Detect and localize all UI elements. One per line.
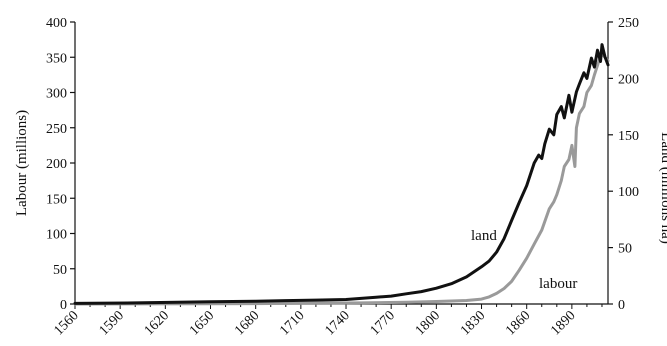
x-tick-label: 1620: [142, 308, 172, 338]
x-tick-label: 1890: [548, 308, 578, 338]
left-y-tick-label: 150: [46, 192, 67, 207]
left-y-tick-label: 300: [46, 87, 67, 102]
x-tick-label: 1710: [277, 308, 307, 338]
land-series-line: [73, 43, 610, 305]
x-tick-label: 1680: [232, 308, 262, 338]
x-tick-label: 1590: [97, 308, 127, 338]
right-y-ticks: 0 50 100 150 200 250: [608, 16, 639, 313]
labour-series-line: [73, 52, 610, 306]
left-y-tick-label: 100: [46, 228, 67, 243]
axes-group: [74, 22, 609, 305]
left-y-axis-title: Labour (millions): [14, 110, 30, 216]
x-tick-label: 1770: [368, 308, 398, 338]
x-tick-label: 1740: [322, 308, 352, 338]
x-tick-label: 1650: [187, 308, 217, 338]
land-series-label: land: [471, 228, 497, 244]
left-y-ticks: 0 50 100 150 200 250 300 350 400: [46, 16, 75, 313]
x-tick-label: 1560: [51, 308, 81, 338]
right-y-axis-title: Land (millions ha): [658, 132, 667, 244]
left-y-tick-label: 200: [46, 157, 67, 172]
x-tick-label: 1860: [503, 308, 533, 338]
right-y-tick-label: 0: [618, 298, 625, 313]
series-layer: [73, 43, 610, 306]
right-y-tick-label: 150: [618, 129, 639, 144]
left-y-tick-label: 350: [46, 51, 67, 66]
x-tick-label: 1830: [458, 308, 488, 338]
left-y-tick-label: 250: [46, 122, 67, 137]
right-y-tick-label: 50: [618, 242, 632, 257]
x-ticks: 1560 1590 1620 1650 1680 1710 1740 1770 1800 1830…: [51, 304, 603, 339]
left-y-tick-label: 0: [60, 298, 67, 313]
left-y-tick-label: 400: [46, 16, 67, 31]
x-tick-label: 1800: [413, 308, 443, 338]
right-y-tick-label: 100: [618, 185, 639, 200]
right-y-tick-label: 250: [618, 16, 639, 31]
left-y-tick-label: 50: [53, 263, 67, 278]
right-y-tick-label: 200: [618, 72, 639, 87]
labour-series-label: labour: [539, 276, 577, 292]
